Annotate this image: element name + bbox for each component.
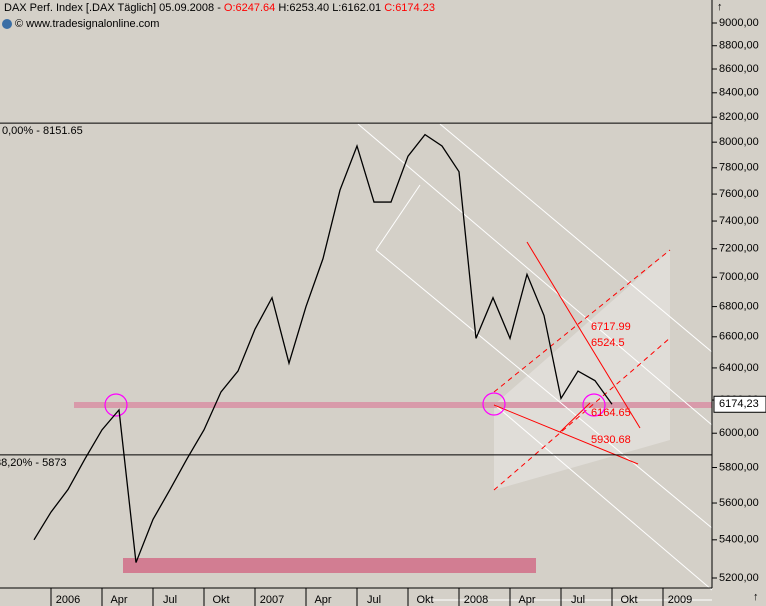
y-tick-label: 5200,00	[719, 572, 759, 584]
y-tick-label: 6400,00	[719, 362, 759, 374]
high: H:6253.40	[278, 2, 329, 14]
last-price-label: 6174,23	[719, 398, 759, 410]
support-band	[74, 402, 712, 408]
arrow: ↑	[753, 591, 759, 603]
low: L:6162.01	[332, 2, 381, 14]
x-tick-label: Jul	[571, 594, 585, 606]
y-tick-label: 6800,00	[719, 300, 759, 312]
y-tick-label: 9000,00	[719, 17, 759, 29]
y-tick-label: 7600,00	[719, 188, 759, 200]
x-tick-label: 2009	[668, 594, 692, 606]
circles	[104, 392, 606, 417]
x-tick-label: Apr	[110, 594, 127, 606]
last-price-box	[713, 395, 766, 413]
y-tick-label: 8800,00	[719, 40, 759, 52]
x-tick-label: Apr	[518, 594, 535, 606]
globe-icon	[2, 19, 12, 29]
level-label: 0,00% - 8151.65	[2, 125, 83, 137]
y-tick-label: 5800,00	[719, 461, 759, 473]
annotation: 6164.65	[591, 407, 631, 419]
y-tick-label: 8600,00	[719, 63, 759, 75]
source: © www.tradesignalonline.com	[15, 18, 159, 30]
shaded-zone	[494, 250, 670, 490]
channel	[357, 123, 713, 601]
x-tick-label: Okt	[620, 594, 637, 606]
annotation: 5930.68	[591, 434, 631, 446]
x-tick-label: 2007	[260, 594, 284, 606]
annotation: 6524.5	[591, 337, 625, 349]
y-tick-label: 8400,00	[719, 87, 759, 99]
y-tick-label: 7400,00	[719, 215, 759, 227]
x-tick-label: Jul	[163, 594, 177, 606]
level-label: 38,20% - 5873	[0, 457, 67, 469]
y-tick-label: 7000,00	[719, 271, 759, 283]
red-lines	[493, 241, 671, 491]
open: O:6247.64	[224, 2, 275, 14]
x-tick-label: Okt	[212, 594, 229, 606]
header-bg	[0, 0, 450, 16]
x-tick-label: 2006	[56, 594, 80, 606]
y-tick-label: 6600,00	[719, 331, 759, 343]
zone-rect	[123, 558, 536, 573]
y-tick-label: 5600,00	[719, 497, 759, 509]
y-tick-label: 7800,00	[719, 162, 759, 174]
x-tick-label: 2008	[464, 594, 488, 606]
y-tick-label: 8000,00	[719, 136, 759, 148]
annotation: 6717.99	[591, 321, 631, 333]
close: C:6174.23	[384, 2, 435, 14]
x-tick-label: Jul	[367, 594, 381, 606]
y-tick-label: 8200,00	[719, 111, 759, 123]
x-tick-label: Apr	[314, 594, 331, 606]
y-tick-label: 7200,00	[719, 243, 759, 255]
price-line	[33, 133, 613, 563]
title: DAX Perf. Index [.DAX Täglich] 05.09.200…	[4, 2, 221, 14]
x-tick-label: Okt	[416, 594, 433, 606]
header: DAX Perf. Index [.DAX Täglich] 05.09.200…	[4, 2, 435, 14]
y-tick-label: 5400,00	[719, 534, 759, 546]
y-tick-label: 6000,00	[719, 427, 759, 439]
arrow: ↑	[717, 1, 723, 13]
